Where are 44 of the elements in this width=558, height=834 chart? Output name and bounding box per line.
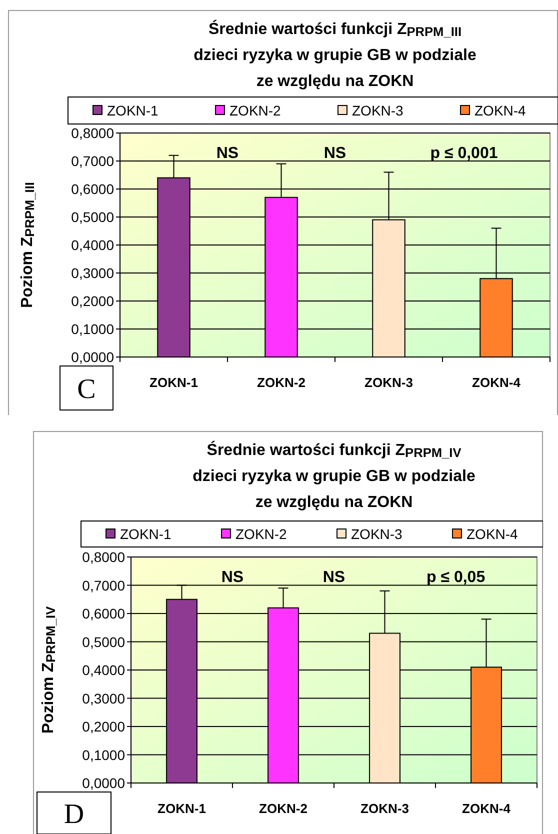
panel-letter-box: D xyxy=(36,792,112,834)
x-tick-label: ZOKN-4 xyxy=(462,801,512,816)
annotation: p ≤ 0,001 xyxy=(430,145,498,162)
y-tick-label: 0,8000 xyxy=(82,549,126,565)
x-tick-label: ZOKN-3 xyxy=(360,801,409,816)
legend-label: ZOKN-3 xyxy=(352,102,404,118)
y-tick-label: 0,8000 xyxy=(71,125,114,141)
y-tick-label: 0,0000 xyxy=(82,775,126,791)
y-tick-label: 0,4000 xyxy=(71,237,114,253)
panel-letter-box: C xyxy=(60,366,114,410)
annotation: NS xyxy=(221,569,244,586)
legend-label: ZOKN-1 xyxy=(107,102,159,118)
y-tick-label: 0,7000 xyxy=(71,153,114,169)
y-tick-label: 0,5000 xyxy=(82,634,126,650)
y-tick-label: 0,2000 xyxy=(82,718,126,734)
x-tick-label: ZOKN-1 xyxy=(158,801,206,816)
y-tick-label: 0,3000 xyxy=(82,690,126,706)
legend-label: ZOKN-3 xyxy=(351,526,403,542)
chart-title: Średnie wartości funkcji Z$_{PRPM_IV}$ dzieci ryzyka w grupie GB w podziale ze względu na ZOKN xyxy=(192,440,476,511)
y-tick-label: 0,6000 xyxy=(71,181,114,197)
y-tick-label: 0,3000 xyxy=(71,265,114,281)
y-tick-label: 0,1000 xyxy=(71,321,114,337)
annotation: NS xyxy=(216,145,239,162)
annotation: NS xyxy=(324,145,346,162)
x-tick-label: ZOKN-4 xyxy=(472,375,522,390)
annotation: NS xyxy=(322,569,346,586)
y-tick-label: 0,0000 xyxy=(71,349,114,365)
legend-label: ZOKN-2 xyxy=(236,526,288,542)
legend-label: ZOKN-4 xyxy=(466,526,518,542)
x-tick-label: ZOKN-2 xyxy=(257,375,306,390)
chart-title: Średnie wartości funkcji Z$_{PRPM_III}$ dzieci ryzyka w grupie GB w podziale ze względu na ZOKN xyxy=(194,19,476,90)
y-tick-label: 0,5000 xyxy=(71,209,114,225)
y-tick-label: 0,6000 xyxy=(82,606,126,622)
x-tick-label: ZOKN-3 xyxy=(364,375,413,390)
x-tick-label: ZOKN-1 xyxy=(150,375,198,390)
x-tick-label: ZOKN-2 xyxy=(259,801,308,816)
annotation: p ≤ 0,05 xyxy=(426,569,486,586)
legend-label: ZOKN-2 xyxy=(230,102,282,118)
y-tick-label: 0,7000 xyxy=(82,577,126,594)
legend-label: ZOKN-4 xyxy=(474,102,526,118)
y-tick-label: 0,2000 xyxy=(71,293,114,309)
y-tick-label: 0,1000 xyxy=(82,746,126,763)
legend-label: ZOKN-1 xyxy=(120,526,172,542)
y-tick-label: 0,4000 xyxy=(82,662,126,678)
